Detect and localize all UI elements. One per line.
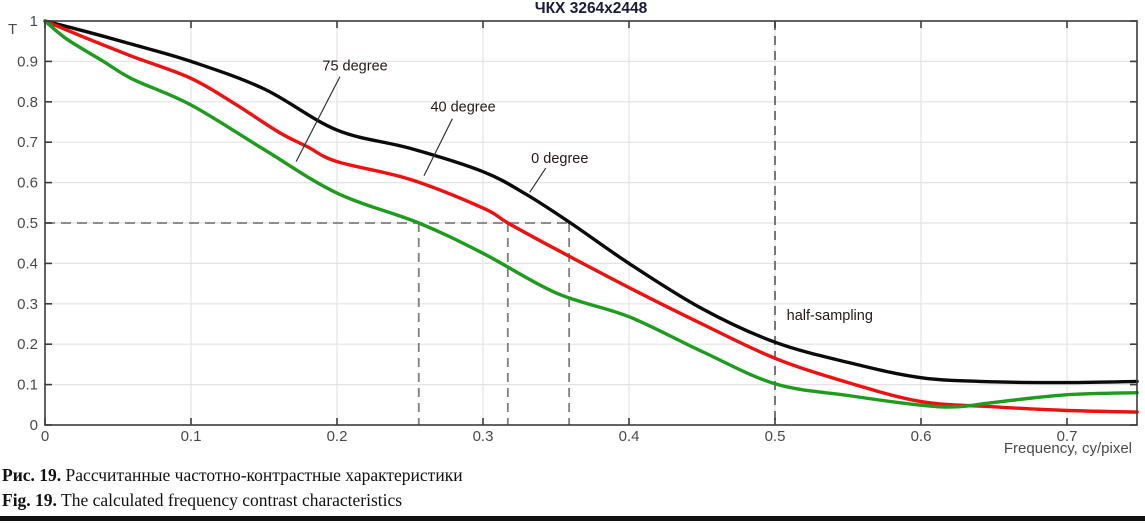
- figure-caption: Рис. 19. Рассчитанные частотно-контрастн…: [2, 463, 1142, 513]
- x-tick-label: 0: [41, 428, 49, 445]
- curve-label-leader-75-degree: [295, 76, 341, 162]
- curve-label-leader-40-degree: [423, 118, 453, 176]
- y-tick-label: 0.7: [17, 134, 38, 151]
- x-tick-label: 0.4: [619, 428, 640, 445]
- chart-title: ЧКХ 3264x2448: [535, 0, 648, 17]
- y-axis-label: T: [8, 21, 17, 38]
- curve-40-degree: [43, 19, 1139, 414]
- curve-label-leader-0-degree: [529, 167, 547, 193]
- x-tick-label: 0.2: [327, 428, 348, 445]
- curve-label-0-degree: 0 degree: [531, 151, 588, 167]
- x-tick-label: 0.1: [181, 428, 202, 445]
- x-axis-label: Frequency, cy/pixel: [1004, 440, 1132, 457]
- y-tick-label: 0.6: [17, 175, 38, 192]
- caption-text-en: The calculated frequency contrast charac…: [61, 490, 403, 510]
- x-tick-label: 0.5: [765, 428, 786, 445]
- x-tick-label: 0.6: [911, 428, 932, 445]
- y-tick-label: 1: [30, 13, 38, 30]
- y-tick-label: 0.1: [17, 377, 38, 394]
- y-tick-label: 0.4: [17, 255, 38, 272]
- x-tick-label: 0.3: [473, 428, 494, 445]
- y-tick-label: 0.5: [17, 215, 38, 232]
- page-bottom-rule: [0, 516, 1145, 521]
- y-tick-label: 0.2: [17, 336, 38, 353]
- curve-75-degree: [43, 19, 1139, 409]
- x-tick-label: 0.7: [1057, 428, 1078, 445]
- caption-text-ru: Рассчитанные частотно-контрастные характ…: [65, 465, 463, 485]
- curve-label-75-degree: 75 degree: [322, 58, 387, 74]
- y-tick-label: 0.8: [17, 94, 38, 111]
- y-tick-label: 0: [30, 417, 38, 434]
- mtf-chart-svg: 0 0.1 0.2 0.3 0.4 0.5 0.6 0.7 0 0.1 0.2 0.3 0.4 0.5 0.…: [8, 0, 1139, 457]
- mtf-chart: 0 0.1 0.2 0.3 0.4 0.5 0.6 0.7 0 0.1 0.2 0.3 0.4 0.5 0.…: [8, 0, 1139, 457]
- y-tick-label: 0.9: [17, 53, 38, 70]
- caption-label-ru: Рис. 19.: [2, 465, 62, 485]
- caption-label-en: Fig. 19.: [2, 490, 57, 510]
- caption-line-en: Fig. 19. The calculated frequency contra…: [2, 488, 1142, 513]
- caption-line-ru: Рис. 19. Рассчитанные частотно-контрастн…: [2, 463, 1142, 488]
- curve-0-degree: [43, 19, 1139, 385]
- y-tick-label: 0.3: [17, 296, 38, 313]
- curve-label-40-degree: 40 degree: [430, 99, 495, 115]
- half-sampling-label: half-sampling: [787, 308, 873, 324]
